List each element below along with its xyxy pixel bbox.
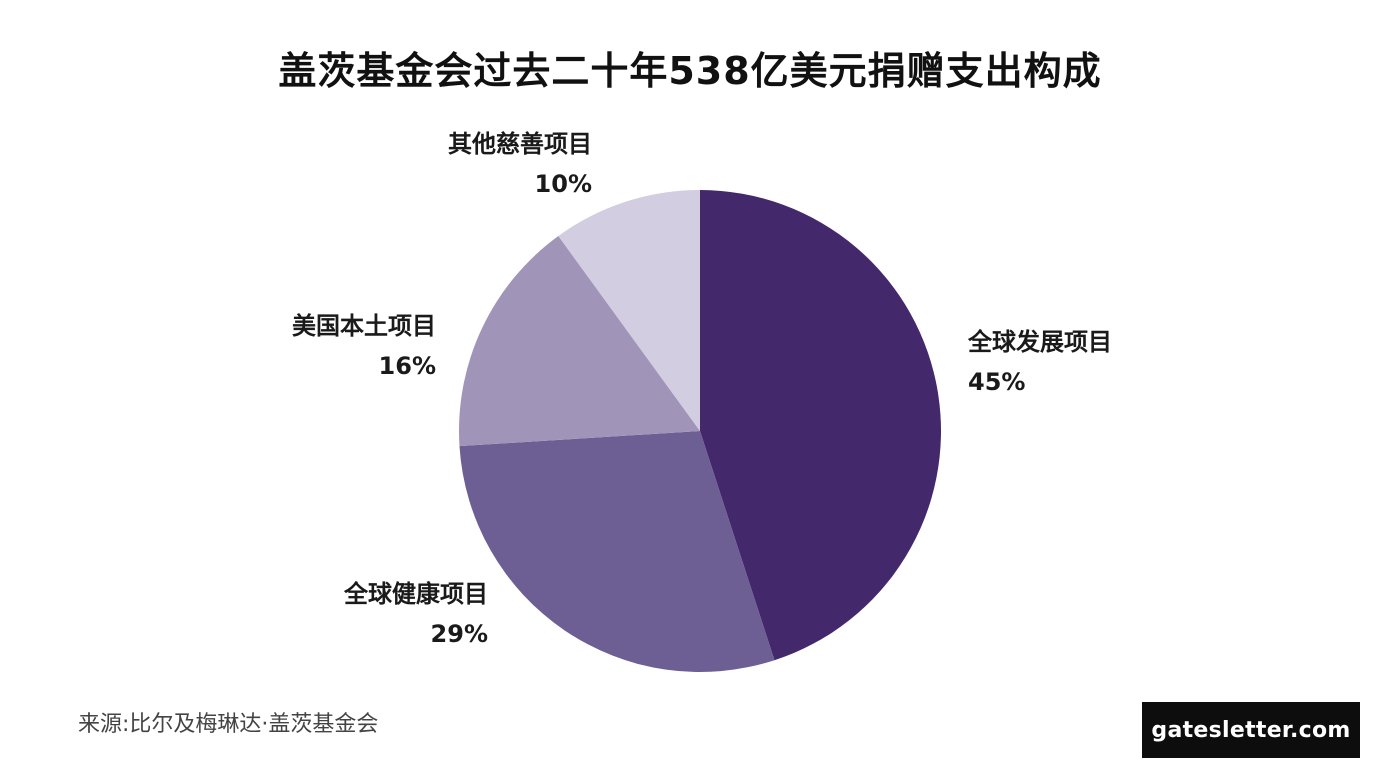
slice-name: 美国本土项目 (292, 312, 436, 340)
slice-label-other-charity: 其他慈善项目 10% (448, 124, 592, 204)
slice-label-global-development: 全球发展项目 45% (968, 322, 1112, 402)
slice-name: 全球发展项目 (968, 328, 1112, 356)
source-note: 来源:比尔及梅琳达·盖茨基金会 (78, 712, 379, 737)
slice-percent: 45% (968, 368, 1026, 396)
slice-name: 其他慈善项目 (448, 130, 592, 158)
chart-title: 盖茨基金会过去二十年538亿美元捐赠支出构成 (278, 49, 1102, 93)
slice-label-global-health: 全球健康项目 29% (344, 574, 488, 654)
slice-percent: 10% (534, 170, 592, 198)
pie-slice-global-health (459, 431, 775, 672)
slice-label-us-program: 美国本土项目 16% (292, 306, 436, 386)
slice-name: 全球健康项目 (344, 580, 488, 608)
slice-percent: 16% (378, 352, 436, 380)
site-badge[interactable]: gatesletter.com (1142, 702, 1360, 758)
pie-slice-other-charity (558, 190, 700, 431)
pie-slice-us-program (459, 236, 700, 447)
pie-slice-global-development (700, 190, 942, 661)
slice-percent: 29% (430, 620, 488, 648)
